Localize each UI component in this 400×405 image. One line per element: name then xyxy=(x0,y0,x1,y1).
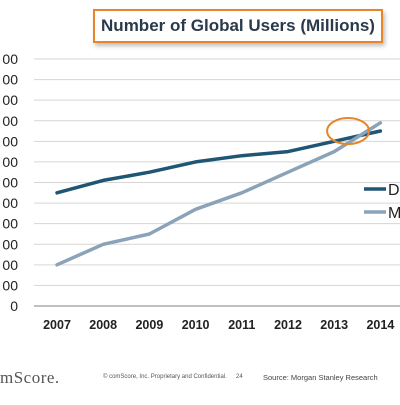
y-tick-label: 00 xyxy=(2,133,18,149)
source-text: Source: Morgan Stanley Research xyxy=(263,373,378,382)
chart-title: Number of Global Users (Millions) xyxy=(93,9,383,43)
crossover-highlight xyxy=(326,117,371,146)
x-tick-label: 2012 xyxy=(274,318,302,332)
x-tick-label: 2011 xyxy=(228,318,255,332)
legend-label: M xyxy=(388,205,400,222)
x-tick-label: 2013 xyxy=(320,318,348,332)
series-line-m xyxy=(55,121,383,267)
comscore-logo: mScore. xyxy=(0,368,60,387)
x-tick-label: 2009 xyxy=(135,318,163,332)
series-line-d xyxy=(55,129,383,195)
legend-label: D xyxy=(388,182,400,199)
x-tick-label: 2007 xyxy=(43,318,71,332)
y-tick-label: 00 xyxy=(2,216,18,232)
y-tick-label: 00 xyxy=(2,277,18,293)
x-tick-label: 2008 xyxy=(89,318,117,332)
y-tick-label: 00 xyxy=(2,72,18,88)
x-tick-label: 2014 xyxy=(366,318,394,332)
page-number: 24 xyxy=(236,374,243,380)
y-tick-label: 00 xyxy=(2,113,18,129)
y-tick-label: 00 xyxy=(2,195,18,211)
y-tick-label: 00 xyxy=(2,236,18,252)
y-tick-label: 00 xyxy=(2,175,18,191)
y-tick-label: 00 xyxy=(2,154,18,170)
y-tick-label: 0 xyxy=(10,298,18,314)
x-tick-label: 2010 xyxy=(182,318,210,332)
y-tick-label: 00 xyxy=(2,257,18,273)
y-tick-label: 00 xyxy=(2,51,18,67)
y-tick-label: 00 xyxy=(2,92,18,108)
copyright-text: © comScore, Inc. Proprietary and Confide… xyxy=(103,374,227,380)
